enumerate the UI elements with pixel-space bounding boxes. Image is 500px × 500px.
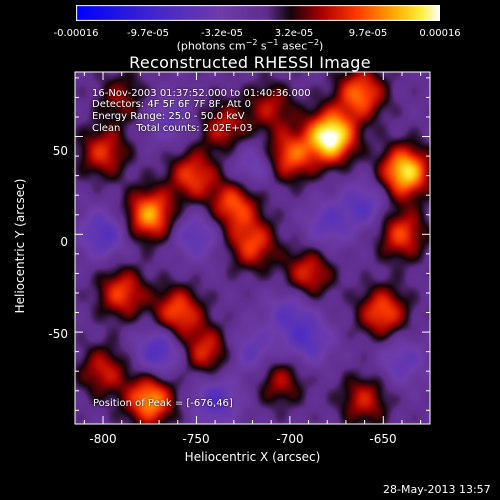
colorbar-tick: 0.00016 [419,28,461,39]
y-axis-label: Heliocentric Y (arcsec) [13,178,27,314]
y-tick-label: 50 [52,144,68,158]
x-tick-label: -750 [182,432,210,446]
y-tick-label: 0 [60,235,68,249]
annotation-time: 16-Nov-2003 01:37:52.000 to 01:40:36.000 [92,88,311,99]
x-tick-label: -650 [369,432,397,446]
y-tick-label: -50 [48,327,68,341]
colorbar-tick: 3.2e-05 [274,28,314,39]
colorbar-tick: -3.2e-05 [201,28,243,39]
colorbar-tick: -9.7e-05 [127,28,169,39]
colorbar-tick: 9.7e-05 [348,28,388,39]
annotation-clean: Clean Total counts: 2.02E+03 [92,123,253,134]
colorbar-units: (photons cm−2 s−1 asec−2) [176,38,324,53]
colorbar-tick: -0.00016 [53,28,99,39]
x-tick-label: -800 [89,432,117,446]
x-tick-label: -700 [276,432,304,446]
heatmap-image [75,72,430,424]
annotation-energy: Energy Range: 25.0 - 50.0 keV [92,111,245,122]
timestamp: 28-May-2013 13:57 [383,483,491,496]
peak-position-label: Position of Peak = [-676,46] [93,398,233,409]
annotation-detectors: Detectors: 4F 5F 6F 7F 8F, Att 0 [92,99,252,110]
x-axis-label: Heliocentric X (arcsec) [184,450,321,464]
chart-title: Reconstructed RHESSI Image [129,53,371,72]
colorbar [76,5,440,21]
